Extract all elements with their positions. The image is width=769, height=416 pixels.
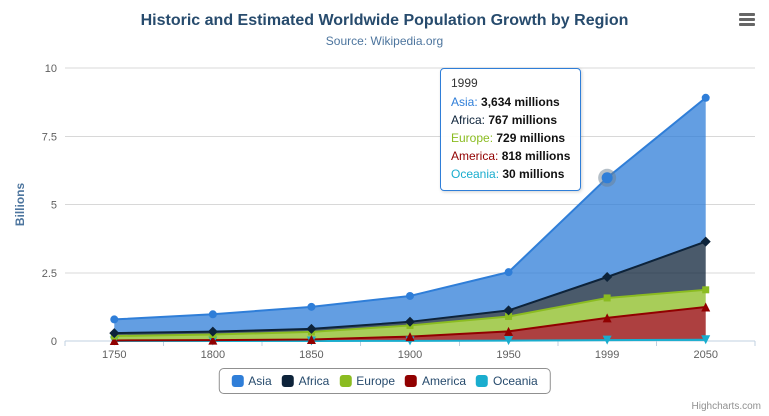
svg-text:5: 5 xyxy=(51,200,57,212)
legend-symbol-africa xyxy=(281,375,294,387)
legend-symbol-europe xyxy=(339,375,352,387)
legend-item-africa[interactable]: Africa xyxy=(281,374,330,388)
svg-text:1800: 1800 xyxy=(201,349,225,361)
svg-text:7.5: 7.5 xyxy=(42,131,57,143)
svg-text:2.5: 2.5 xyxy=(42,268,57,280)
legend-label: Europe xyxy=(356,374,396,388)
legend-label: Oceania xyxy=(493,374,538,388)
svg-text:1900: 1900 xyxy=(398,349,422,361)
svg-text:1750: 1750 xyxy=(102,349,126,361)
legend-label: Africa xyxy=(298,374,330,388)
legend-item-oceania[interactable]: Oceania xyxy=(476,374,538,388)
legend-symbol-oceania xyxy=(476,375,489,387)
svg-text:2050: 2050 xyxy=(693,349,717,361)
svg-text:1950: 1950 xyxy=(496,349,520,361)
credits-link[interactable]: Highcharts.com xyxy=(691,401,761,412)
legend-item-asia[interactable]: Asia xyxy=(231,374,272,388)
hamburger-icon xyxy=(739,13,755,16)
legend-label: Asia xyxy=(248,374,272,388)
context-menu-button[interactable] xyxy=(735,11,759,33)
legend-label: America xyxy=(422,374,467,388)
legend-item-america[interactable]: America xyxy=(405,374,466,388)
svg-text:Billions: Billions xyxy=(13,183,27,227)
legend-item-europe[interactable]: Europe xyxy=(339,374,395,388)
svg-text:0: 0 xyxy=(51,336,57,348)
svg-text:1850: 1850 xyxy=(299,349,323,361)
legend-symbol-america xyxy=(405,375,418,387)
chart-title: Historic and Estimated Worldwide Populat… xyxy=(140,12,629,29)
legend: Asia Africa Europe America Oceania xyxy=(218,368,551,394)
legend-symbol-asia xyxy=(231,375,244,387)
chart-subtitle: Source: Wikipedia.org xyxy=(325,34,444,48)
svg-text:1999: 1999 xyxy=(595,349,619,361)
svg-text:10: 10 xyxy=(45,63,57,75)
